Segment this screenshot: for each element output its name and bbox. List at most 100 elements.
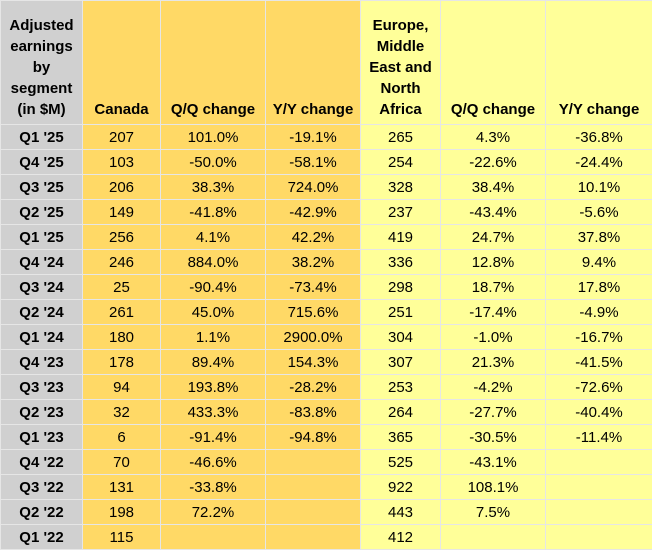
cell: 38.3% (161, 175, 266, 200)
cell: 21.3% (441, 350, 546, 375)
row-label: Q1 '24 (1, 325, 83, 350)
row-label: Q1 '25 (1, 225, 83, 250)
cell: 206 (83, 175, 161, 200)
cell: -33.8% (161, 475, 266, 500)
cell: -83.8% (266, 400, 361, 425)
row-label: Q1 '22 (1, 525, 83, 550)
cell: 89.4% (161, 350, 266, 375)
cell: 6 (83, 425, 161, 450)
column-header: Q/Q change (161, 1, 266, 125)
row-label: Q4 '24 (1, 250, 83, 275)
row-label: Q1 '25 (1, 125, 83, 150)
cell: 525 (361, 450, 441, 475)
cell: 884.0% (161, 250, 266, 275)
row-label: Q4 '23 (1, 350, 83, 375)
cell: 18.7% (441, 275, 546, 300)
cell: -73.4% (266, 275, 361, 300)
row-label: Q1 '23 (1, 425, 83, 450)
cell: 298 (361, 275, 441, 300)
cell: 265 (361, 125, 441, 150)
cell: -4.9% (546, 300, 652, 325)
cell: 115 (83, 525, 161, 550)
cell: 261 (83, 300, 161, 325)
column-header: Europe, Middle East and North Africa (361, 1, 441, 125)
row-label: Q3 '25 (1, 175, 83, 200)
row-label: Q3 '24 (1, 275, 83, 300)
cell: 72.2% (161, 500, 266, 525)
cell: 4.3% (441, 125, 546, 150)
cell: -27.7% (441, 400, 546, 425)
cell: 251 (361, 300, 441, 325)
column-header: Q/Q change (441, 1, 546, 125)
cell: 254 (361, 150, 441, 175)
cell: -46.6% (161, 450, 266, 475)
cell: 304 (361, 325, 441, 350)
cell: 149 (83, 200, 161, 225)
cell: -42.9% (266, 200, 361, 225)
cell: -16.7% (546, 325, 652, 350)
cell: 24.7% (441, 225, 546, 250)
cell: 365 (361, 425, 441, 450)
cell: 154.3% (266, 350, 361, 375)
cell: 433.3% (161, 400, 266, 425)
cell: -94.8% (266, 425, 361, 450)
row-label: Q2 '24 (1, 300, 83, 325)
cell (546, 475, 652, 500)
cell (266, 500, 361, 525)
cell: 253 (361, 375, 441, 400)
cell: -24.4% (546, 150, 652, 175)
cell: -40.4% (546, 400, 652, 425)
cell: 32 (83, 400, 161, 425)
cell: 419 (361, 225, 441, 250)
cell: -30.5% (441, 425, 546, 450)
header-row: Adjusted earnings by segment (in $M)Cana… (1, 1, 652, 125)
cell: 246 (83, 250, 161, 275)
cell: 198 (83, 500, 161, 525)
cell: -91.4% (161, 425, 266, 450)
cell: -43.1% (441, 450, 546, 475)
cell (161, 525, 266, 550)
cell (546, 525, 652, 550)
cell: 45.0% (161, 300, 266, 325)
row-label: Q4 '22 (1, 450, 83, 475)
cell: -36.8% (546, 125, 652, 150)
cell: 70 (83, 450, 161, 475)
cell: 38.4% (441, 175, 546, 200)
cell: 1.1% (161, 325, 266, 350)
cell: 108.1% (441, 475, 546, 500)
cell: 101.0% (161, 125, 266, 150)
cell: 178 (83, 350, 161, 375)
cell: 264 (361, 400, 441, 425)
column-header: Adjusted earnings by segment (in $M) (1, 1, 83, 125)
cell: -90.4% (161, 275, 266, 300)
cell: 724.0% (266, 175, 361, 200)
cell: -43.4% (441, 200, 546, 225)
row-label: Q2 '22 (1, 500, 83, 525)
column-header: Y/Y change (266, 1, 361, 125)
cell: 4.1% (161, 225, 266, 250)
cell (546, 450, 652, 475)
cell: 103 (83, 150, 161, 175)
cell: 180 (83, 325, 161, 350)
cell (546, 500, 652, 525)
cell: 38.2% (266, 250, 361, 275)
cell: 131 (83, 475, 161, 500)
column-header: Canada (83, 1, 161, 125)
row-label: Q2 '25 (1, 200, 83, 225)
row-label: Q4 '25 (1, 150, 83, 175)
cell: 9.4% (546, 250, 652, 275)
cell: 17.8% (546, 275, 652, 300)
cell: -41.8% (161, 200, 266, 225)
cell (266, 475, 361, 500)
cell: -28.2% (266, 375, 361, 400)
cell: 10.1% (546, 175, 652, 200)
